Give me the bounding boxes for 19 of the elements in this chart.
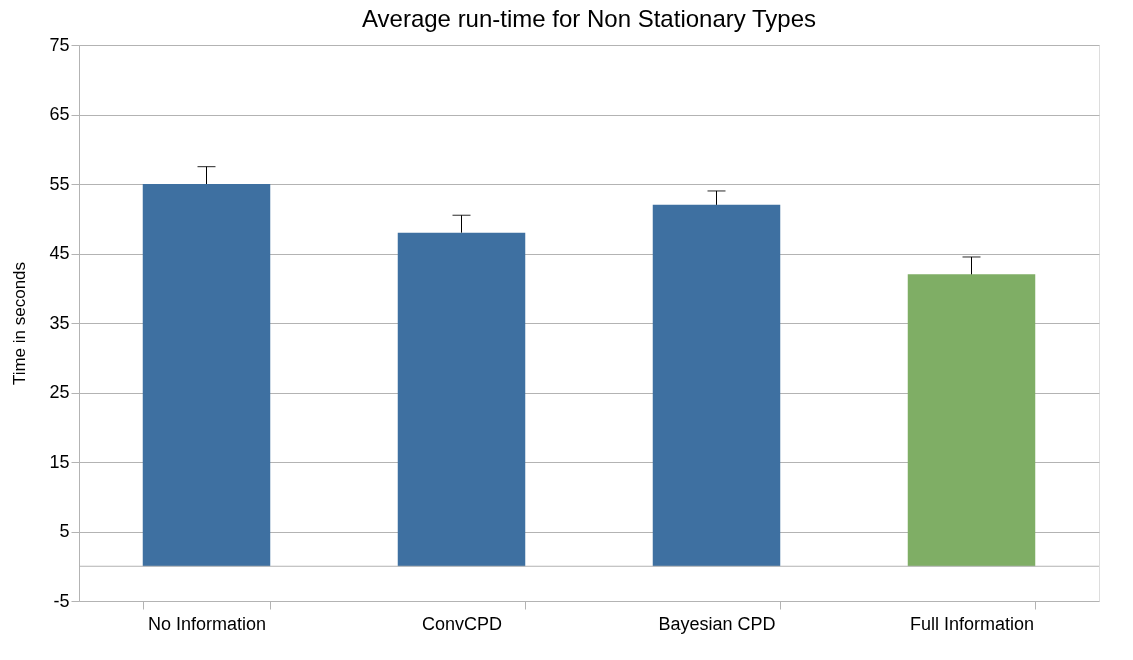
y-tick-label: 15 [49, 451, 70, 472]
y-tick-label: 35 [49, 312, 70, 333]
y-tick-label: 45 [49, 243, 70, 263]
y-axis-title: Time in seconds [10, 261, 30, 386]
bar [907, 274, 1036, 567]
bar [652, 204, 781, 567]
bar [397, 232, 526, 567]
y-tick-label: 25 [49, 382, 70, 402]
x-tick-label: No Information [147, 613, 267, 634]
y-tick-label: -5 [53, 590, 70, 611]
y-tick-label: 75 [49, 34, 70, 55]
x-tick-label: Bayesian CPD [658, 613, 776, 634]
x-tick-label: ConvCPD [421, 613, 503, 634]
x-tick-label: Full Information [909, 613, 1035, 634]
bar [142, 184, 271, 567]
y-tick-label: 5 [59, 521, 70, 541]
y-tick-label: 65 [49, 104, 70, 124]
y-tick-label: 55 [49, 173, 70, 194]
chart-title: Average run-time for Non Stationary Types [361, 5, 817, 32]
